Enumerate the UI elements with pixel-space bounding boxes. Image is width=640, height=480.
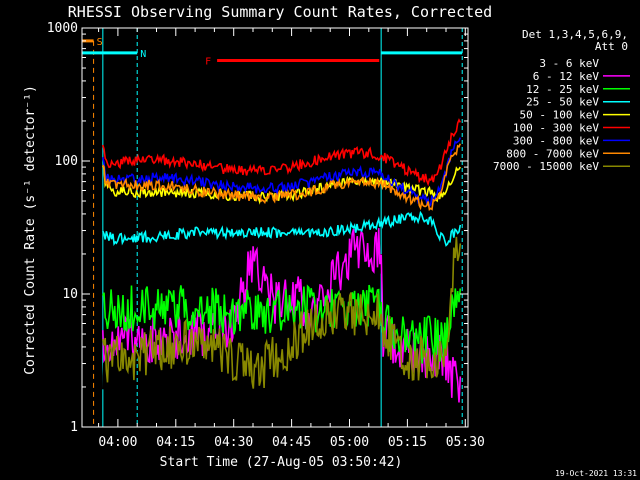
legend-header: Det 1,3,4,5,6,9, [522, 28, 628, 41]
x-tick-label: 04:45 [272, 435, 311, 450]
marker-lines [102, 28, 463, 427]
legend-entry-label: 12 - 25 keV [526, 83, 599, 96]
series-line [102, 143, 462, 212]
state-bar-label: F [205, 56, 211, 67]
series-line [102, 137, 462, 209]
x-tick-label: 05:15 [388, 435, 427, 450]
x-tick-label: 04:30 [214, 435, 253, 450]
series-line [102, 231, 382, 427]
y-tick-label: 10 [62, 287, 78, 302]
legend-entry-label: 25 - 50 keV [526, 96, 599, 109]
chart-title: RHESSI Observing Summary Count Rates, Co… [68, 3, 492, 21]
series-line [102, 118, 462, 187]
legend-entry-label: 50 - 100 keV [520, 109, 600, 122]
footer-timestamp: 19-Oct-2021 13:31 [555, 469, 637, 478]
x-tick-label: 05:00 [330, 435, 369, 450]
series-line [102, 236, 462, 389]
x-tick-label: 04:00 [98, 435, 137, 450]
legend-entry-label: 6 - 12 keV [533, 70, 600, 83]
legend-header: Att 0 [595, 40, 628, 53]
y-tick-label: 1 [70, 420, 78, 435]
y-axis: 1 10 100 1000 [47, 21, 468, 435]
state-bar-label: N [140, 49, 146, 60]
legend-entry-label: 300 - 800 keV [513, 134, 599, 147]
y-tick-label: 100 [55, 154, 78, 169]
legend-entry-label: 800 - 7000 keV [506, 147, 599, 160]
series-line [102, 228, 462, 403]
plot-frame [81, 27, 469, 428]
legend-entry-label: 7000 - 15000 keV [493, 160, 599, 173]
x-axis-label: Start Time (27-Aug-05 03:50:42) [160, 455, 403, 470]
x-axis: 04:00 04:15 04:30 04:45 05:00 05:15 05:30 [98, 28, 485, 450]
series-group [102, 118, 462, 427]
x-tick-label: 05:30 [446, 435, 485, 450]
y-axis-label: Corrected Count Rate (s⁻¹ detector⁻¹) [23, 85, 38, 375]
state-bar-label: S [97, 37, 103, 48]
series-line [102, 210, 462, 247]
x-tick-label: 04:15 [156, 435, 195, 450]
legend-entry-label: 100 - 300 keV [513, 122, 599, 135]
legend-entry-label: 3 - 6 keV [539, 57, 599, 70]
y-tick-label: 1000 [47, 21, 78, 36]
